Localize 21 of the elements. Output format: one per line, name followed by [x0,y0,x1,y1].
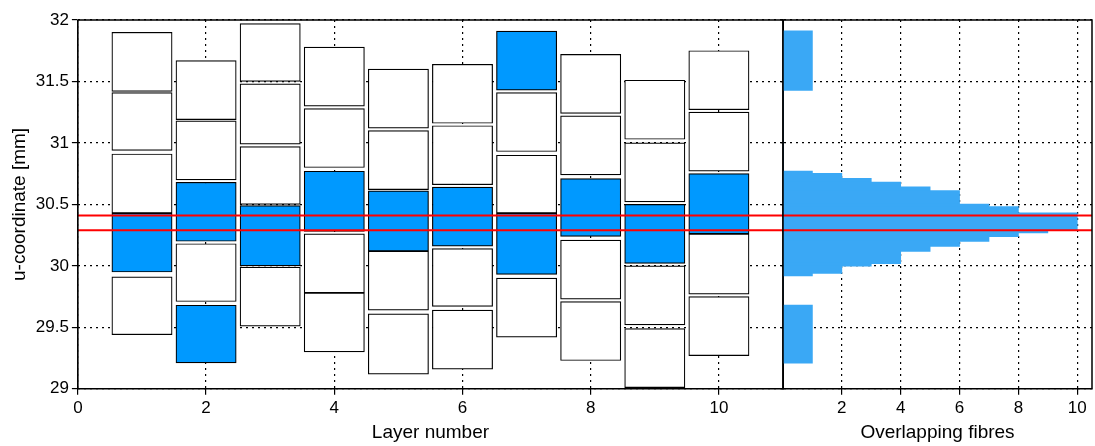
x-tick-label: 8 [585,397,596,417]
y-tick-label: 31 [49,132,69,152]
y-tick-label: 32 [49,9,69,29]
x-tick-label: 4 [329,397,340,417]
y-axis-title: u-coordinate [mm] [7,127,29,281]
x-tick-label: 4 [895,397,906,417]
x-axis-title: Layer number [371,420,490,442]
y-tick-label: 30.5 [35,194,69,214]
y-tick-label: 31.5 [35,71,69,91]
x-tick-label: 6 [954,397,965,417]
x-tick-label: 2 [837,397,847,417]
x-tick-label: 10 [1067,397,1087,417]
x-tick-label: 0 [73,397,83,417]
x-axis-title: Overlapping fibres [860,420,1015,442]
x-tick-label: 2 [201,397,211,417]
x-tick-label: 6 [457,397,468,417]
y-tick-label: 29 [49,378,69,398]
x-tick-label: 10 [709,397,729,417]
x-tick-label: 8 [1013,397,1024,417]
y-tick-label: 30 [49,255,69,275]
y-tick-label: 29.5 [35,317,69,337]
